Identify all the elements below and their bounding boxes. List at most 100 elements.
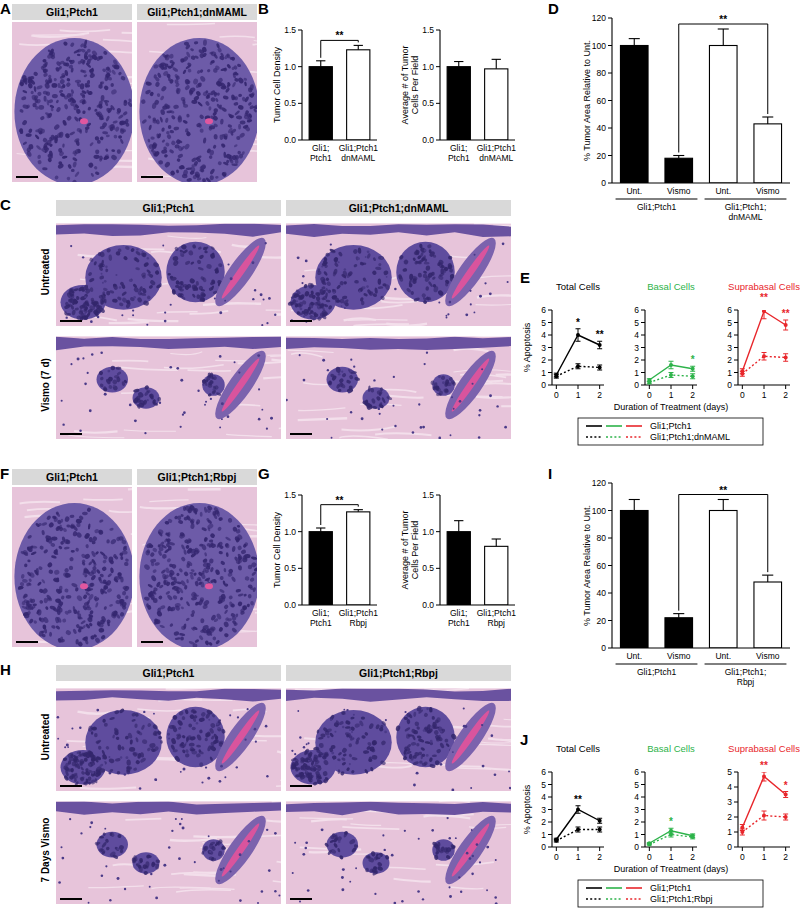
nucleus: [315, 292, 321, 297]
fibroblast: [393, 376, 395, 378]
nucleus: [19, 81, 25, 87]
nucleus: [94, 637, 101, 644]
fibroblast: [79, 429, 82, 432]
fibroblast: [97, 316, 100, 319]
nucleus: [185, 79, 190, 84]
nucleus: [237, 104, 244, 110]
collagen: [109, 510, 132, 512]
tumor-nest: [396, 242, 455, 302]
nucleus: [186, 178, 192, 182]
nucleus: [123, 545, 128, 549]
nucleus: [376, 395, 382, 401]
nucleus: [175, 82, 181, 88]
nucleus: [66, 524, 70, 528]
nucleus: [413, 249, 420, 256]
collagen: [128, 319, 179, 321]
nucleus: [44, 628, 47, 634]
nucleus: [166, 134, 172, 140]
nucleus: [446, 382, 451, 386]
nucleus: [52, 136, 58, 142]
fibroblast: [212, 388, 214, 390]
fibroblast: [227, 415, 230, 418]
nucleus: [218, 263, 223, 267]
fibroblast: [129, 279, 132, 282]
nucleus: [187, 68, 192, 73]
nucleus: [28, 549, 32, 552]
nucleus: [386, 396, 393, 401]
nucleus: [116, 367, 122, 370]
nucleus: [182, 119, 188, 124]
nucleus: [18, 586, 24, 590]
nucleus: [213, 506, 219, 513]
nucleus: [173, 126, 179, 131]
nucleus: [92, 309, 98, 315]
nucleus: [175, 280, 179, 285]
nucleus: [228, 113, 234, 119]
nucleus: [85, 544, 89, 549]
nucleus: [234, 77, 239, 82]
fibroblast: [424, 249, 427, 252]
nucleus: [84, 288, 91, 295]
nucleus: [101, 566, 107, 572]
nucleus: [341, 372, 347, 377]
nucleus: [164, 54, 170, 61]
nucleus: [51, 536, 57, 540]
nucleus: [171, 289, 176, 295]
fibroblast: [366, 285, 369, 288]
nucleus: [123, 379, 128, 384]
nucleus: [59, 636, 63, 643]
nucleus: [109, 604, 114, 608]
fibroblast: [424, 363, 426, 365]
row-label: Untreated: [40, 249, 51, 296]
nucleus: [150, 574, 157, 582]
nucleus: [107, 622, 111, 627]
nucleus: [332, 295, 337, 300]
nucleus: [172, 67, 179, 73]
nucleus: [362, 277, 367, 282]
collagen: [68, 435, 124, 438]
collagen: [112, 360, 148, 362]
nucleus: [63, 62, 68, 67]
nucleus: [115, 613, 121, 619]
nucleus: [186, 51, 191, 58]
nucleus: [121, 284, 126, 290]
nucleus: [209, 61, 212, 65]
nucleus: [346, 387, 353, 393]
collagen: [255, 613, 257, 615]
nucleus: [73, 609, 78, 615]
nucleus: [64, 516, 70, 523]
nucleus: [195, 90, 201, 97]
nucleus: [213, 108, 218, 113]
nucleus: [328, 381, 333, 386]
nucleus: [200, 512, 203, 517]
nucleus: [208, 155, 213, 160]
nucleus: [119, 138, 124, 144]
fibroblast: [300, 307, 303, 310]
nucleus: [378, 402, 383, 407]
nucleus: [154, 270, 160, 276]
nucleus: [349, 374, 354, 380]
fibroblast: [341, 371, 343, 373]
nucleus: [324, 304, 328, 308]
nucleus: [183, 249, 189, 254]
nucleus: [39, 545, 44, 550]
hair-follicle: [208, 345, 274, 425]
nucleus: [49, 104, 54, 109]
tumor-nest: [166, 242, 225, 302]
panel-label: H: [0, 661, 11, 678]
fibroblast: [134, 419, 137, 422]
hair-shaft: [219, 244, 262, 301]
fibroblast: [219, 426, 221, 428]
nucleus: [39, 115, 45, 120]
header-box: [12, 4, 132, 20]
nucleus: [80, 59, 86, 64]
micrograph: [56, 218, 281, 326]
nucleus: [22, 611, 29, 616]
nucleus: [210, 97, 216, 103]
nucleus: [62, 618, 67, 623]
nucleus: [176, 158, 181, 163]
fibroblast: [338, 261, 340, 263]
nucleus: [227, 113, 233, 119]
nucleus: [437, 289, 444, 296]
nucleus: [55, 625, 61, 630]
